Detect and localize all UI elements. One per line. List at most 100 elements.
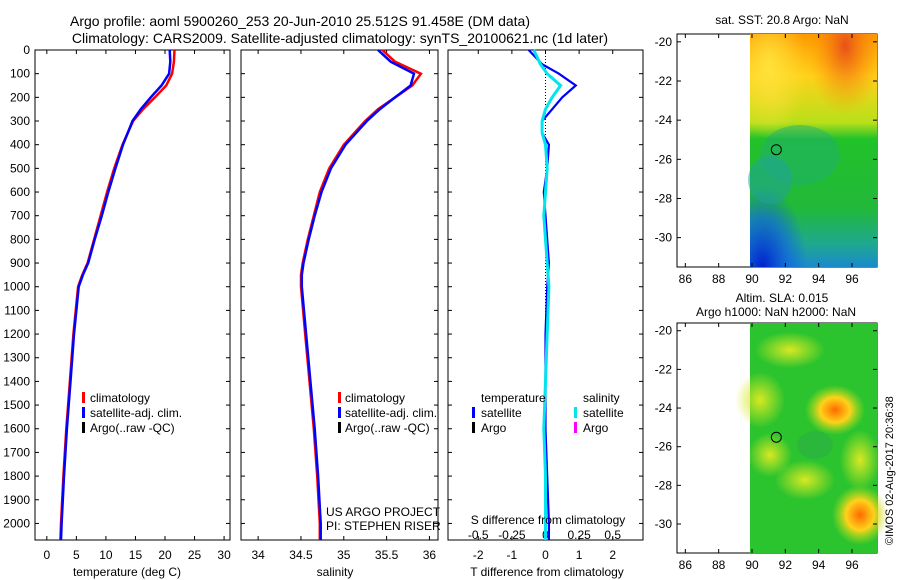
lat-tick-label: -22 [655, 362, 673, 376]
legend-sal-satellite-swatch [574, 407, 577, 418]
lat-tick-label: -30 [655, 231, 673, 245]
salinity-difference-line [532, 49, 563, 540]
legend-temp-satellite-label: satellite [481, 406, 522, 420]
legend-sal-argo-swatch [574, 422, 577, 433]
lat-tick-label: -28 [655, 191, 673, 205]
lat-tick-label: -26 [655, 440, 673, 454]
x-tick-label: 15 [129, 548, 143, 562]
legend-climatology-label: climatology [90, 391, 150, 405]
depth-tick-label: 300 [10, 114, 30, 128]
sla-argo-location-marker [770, 431, 782, 443]
temperature-legend: climatology satellite-adj. clim. Argo(..… [82, 391, 182, 435]
x-tick-label: -1 [507, 548, 518, 562]
lon-tick-label: 90 [745, 558, 759, 572]
sla-map: Altim. SLA: 0.015 Argo h1000: NaN h2000:… [655, 291, 888, 572]
depth-tick-label: 500 [10, 161, 30, 175]
depth-tick-label: 700 [10, 209, 30, 223]
legend-climatology-swatch [82, 392, 85, 403]
pi-credit: PI: STEPHEN RISER [326, 519, 441, 533]
depth-tick-label: 1000 [3, 280, 30, 294]
project-credit: US ARGO PROJECT [326, 505, 441, 519]
temperature-layer: 0100200300400500600700800900100011001200… [3, 43, 231, 562]
lon-tick-label: 86 [679, 272, 693, 286]
x-tick-label: 5 [73, 548, 80, 562]
lat-tick-label: -24 [655, 113, 673, 127]
lat-tick-label: -20 [655, 324, 673, 338]
legend-argo-label: Argo(..raw -QC) [90, 421, 175, 435]
salinity-diff-tick-label: 0.5 [604, 528, 621, 542]
lon-tick-label: 90 [745, 272, 759, 286]
x-tick-label: 35.5 [375, 548, 399, 562]
x-tick-label: 34.5 [289, 548, 313, 562]
x-tick-label: 10 [99, 548, 113, 562]
x-tick-label: 35 [337, 548, 351, 562]
legend-temp-argo-label: Argo [481, 421, 507, 435]
legend-argo-swatch [82, 422, 85, 433]
sst-argo-location-marker [770, 144, 782, 156]
lat-tick-label: -20 [655, 35, 673, 49]
satellite-line [300, 49, 416, 540]
x-tick-label: 2 [609, 548, 616, 562]
legend-temperature-header: temperature [481, 391, 546, 405]
salinity-layer: 34 34.5 35 35.5 36 [241, 49, 438, 562]
legend-sal-satellite-label: satellite [583, 406, 624, 420]
x-tick-label: -2 [473, 548, 484, 562]
lat-tick-label: -30 [655, 517, 673, 531]
imos-timestamp: ©IMOS 02-Aug-2017 20:36:38 [884, 396, 896, 545]
lat-tick-label: -28 [655, 478, 673, 492]
salinity-plot-frame [240, 49, 439, 541]
x-tick-label: 0 [542, 548, 549, 562]
depth-tick-label: 1200 [3, 327, 30, 341]
sst-heatmap-field [748, 34, 877, 267]
depth-tick-label: 1800 [3, 469, 30, 483]
legend-salinity-header: salinity [583, 391, 620, 405]
difference-legend: temperature salinity satellite Argo sate… [472, 391, 624, 435]
difference-xlabel-top: S difference from climatology [471, 513, 626, 527]
sst-map-axes: 86 88 90 92 94 96 -20 -22 -24 -26 -28 -30 [655, 34, 877, 286]
legend-sal-argo-label: Argo [583, 421, 609, 435]
legend-temp-satellite-swatch [472, 407, 475, 418]
lon-tick-label: 88 [712, 558, 726, 572]
difference-layer: -2 -1 0 1 2-0.5 -0.25 0 0.25 0.5 [448, 49, 643, 562]
legend-temp-argo-swatch [472, 422, 475, 433]
lon-tick-label: 86 [679, 558, 693, 572]
depth-tick-label: 600 [10, 185, 30, 199]
legend-satellite-swatch [82, 407, 85, 418]
x-tick-label: 20 [158, 548, 172, 562]
x-tick-label: 0 [43, 548, 50, 562]
depth-tick-label: 1400 [3, 374, 30, 388]
legend-climatology-swatch [338, 392, 341, 403]
x-tick-label: 25 [188, 548, 202, 562]
depth-tick-label: 0 [23, 43, 30, 57]
legend-climatology-label: climatology [345, 391, 405, 405]
lat-tick-label: -22 [655, 74, 673, 88]
satellite-line [59, 49, 172, 541]
depth-tick-label: 900 [10, 256, 30, 270]
legend-satellite-label: satellite-adj. clim. [90, 406, 182, 420]
sla-map-title-line1: Altim. SLA: 0.015 [736, 291, 829, 305]
x-tick-label: 30 [217, 548, 231, 562]
depth-tick-label: 1900 [3, 493, 30, 507]
depth-tick-label: 1600 [3, 422, 30, 436]
legend-argo-label: Argo(..raw -QC) [345, 421, 430, 435]
lon-tick-label: 96 [845, 558, 859, 572]
salinity-diff-tick-label: -0.25 [498, 528, 526, 542]
depth-tick-label: 2000 [3, 516, 30, 530]
lon-tick-label: 94 [812, 558, 826, 572]
depth-tick-label: 400 [10, 138, 30, 152]
x-tick-label: 34 [251, 548, 265, 562]
depth-tick-label: 1300 [3, 351, 30, 365]
lon-tick-label: 96 [845, 272, 859, 286]
depth-tick-label: 800 [10, 232, 30, 246]
temperature-xlabel: temperature (deg C) [73, 565, 181, 579]
lon-tick-label: 92 [779, 558, 793, 572]
salinity-diff-tick-label: 0.25 [567, 528, 591, 542]
sst-map: sat. SST: 20.8 Argo: NaN 86 88 90 92 94 96 -20… [655, 13, 878, 286]
x-tick-label: 1 [576, 548, 583, 562]
sla-map-axes: 86 88 90 92 94 96 -20 -22 -24 -26 -28 -30 [655, 323, 877, 572]
depth-tick-label: 1100 [4, 303, 30, 317]
lat-tick-label: -26 [655, 152, 673, 166]
salinity-diff-tick-label: -0.5 [468, 528, 489, 542]
legend-satellite-label: satellite-adj. clim. [345, 406, 437, 420]
